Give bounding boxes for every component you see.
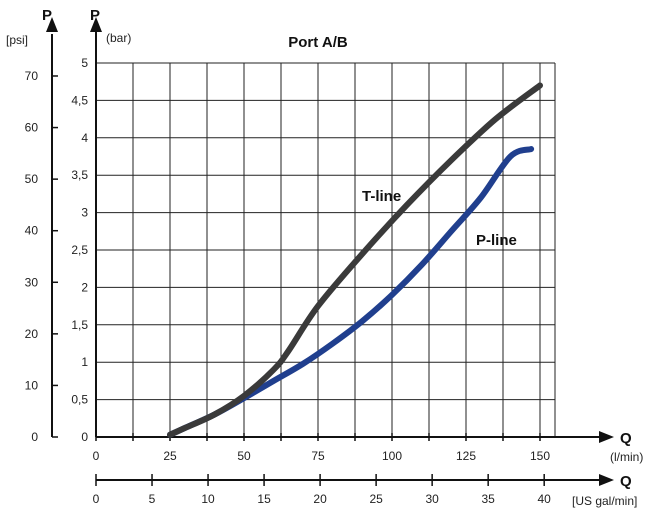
grid (96, 62, 556, 437)
y-tick-bar-label: 0,5 (71, 393, 88, 407)
curves (167, 82, 543, 438)
axes (46, 17, 614, 486)
x-tick-lmin-label: 125 (456, 449, 476, 463)
y-tick-bar-label: 5 (81, 56, 88, 70)
y-tick-psi-label: 30 (25, 275, 39, 289)
x-axis-lmin-arrow-icon (599, 431, 614, 443)
y-tick-bar-label: 3,5 (71, 168, 88, 182)
x-tick-gal-label: 40 (538, 492, 552, 506)
y-tick-psi-label: 10 (25, 378, 39, 392)
series-label-p-line: P-line (476, 232, 517, 249)
x-tick-gal-label: 10 (201, 492, 215, 506)
x-tick-lmin-label: 150 (530, 449, 550, 463)
y-tick-bar-label: 2,5 (71, 243, 88, 257)
x-tick-gal-label: 20 (313, 492, 327, 506)
psi-axis-arrow-icon (46, 17, 58, 32)
y-tick-bar-label: 0 (81, 430, 88, 444)
x-units-lmin: (l/min) (610, 450, 643, 464)
chart-title: Port A/B (288, 34, 348, 51)
y-tick-bar-label: 4 (81, 131, 88, 145)
y-tick-bar-label: 1 (81, 355, 88, 369)
x-tick-lmin-label: 75 (311, 449, 325, 463)
y-units-psi: [psi] (6, 33, 28, 47)
y-tick-psi-label: 0 (31, 430, 38, 444)
y-tick-psi-label: 50 (25, 172, 39, 186)
x-tick-lmin-label: 100 (382, 449, 402, 463)
x-tick-gal-label: 30 (425, 492, 439, 506)
series-line-t-line (167, 82, 543, 438)
x-tick-gal-label: 15 (257, 492, 271, 506)
y-tick-bar-label: 3 (81, 206, 88, 220)
series-line-p-line (167, 146, 535, 438)
y-tick-psi-label: 60 (25, 121, 39, 135)
y-tick-bar-label: 4,5 (71, 93, 88, 107)
x-tick-gal-label: 25 (369, 492, 383, 506)
x-tick-gal-label: 35 (481, 492, 495, 506)
x-tick-gal-label: 0 (93, 492, 100, 506)
x-units-gal: [US gal/min] (572, 494, 637, 508)
y-tick-psi-label: 20 (25, 327, 39, 341)
x-axis-letter-gal: Q (620, 473, 632, 490)
y-tick-bar-label: 2 (81, 280, 88, 294)
x-tick-lmin-label: 25 (163, 449, 177, 463)
x-tick-lmin-label: 50 (237, 449, 251, 463)
y-axis-letter-psi: P (42, 7, 52, 24)
y-axis-letter-bar: P (90, 7, 100, 24)
y-units-bar: (bar) (106, 31, 131, 45)
series-label-t-line: T-line (362, 188, 401, 205)
x-tick-lmin-label: 0 (93, 449, 100, 463)
bar-axis-arrow-icon (90, 17, 102, 32)
x-axis-gal-arrow-icon (599, 474, 614, 486)
x-axis-letter-lmin: Q (620, 430, 632, 447)
x-tick-gal-label: 5 (149, 492, 156, 506)
y-tick-bar-label: 1,5 (71, 318, 88, 332)
y-tick-psi-label: 70 (25, 69, 39, 83)
y-tick-psi-label: 40 (25, 224, 39, 238)
